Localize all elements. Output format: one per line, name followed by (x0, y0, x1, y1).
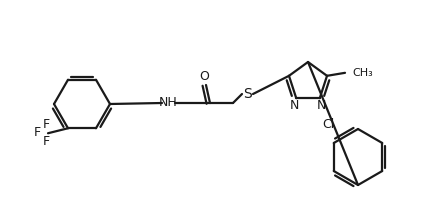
Text: Cl: Cl (323, 118, 335, 131)
Text: F: F (42, 135, 50, 148)
Text: S: S (244, 87, 252, 101)
Text: CH₃: CH₃ (352, 68, 373, 78)
Text: F: F (33, 126, 41, 139)
Text: NH: NH (159, 96, 177, 110)
Text: O: O (199, 71, 209, 84)
Text: N: N (317, 99, 326, 112)
Text: N: N (290, 99, 299, 112)
Text: F: F (42, 118, 50, 131)
